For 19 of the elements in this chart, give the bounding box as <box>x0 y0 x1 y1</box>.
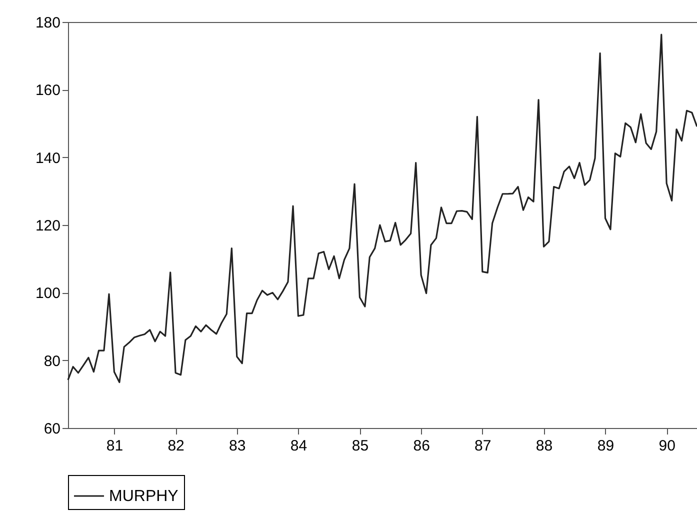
x-tick-label: 86 <box>413 438 430 454</box>
x-tick-label: 85 <box>352 438 369 454</box>
x-tick-label: 84 <box>290 438 308 454</box>
y-tick-label: 180 <box>35 14 60 32</box>
x-tick-label: 82 <box>168 438 184 454</box>
x-tick-label: 89 <box>597 438 614 454</box>
y-tick-label: 80 <box>44 352 60 370</box>
y-tick-label: 60 <box>44 420 60 438</box>
y-tick-label: 160 <box>35 82 60 100</box>
line-series <box>67 34 697 384</box>
x-tick-label: 87 <box>474 438 492 454</box>
x-tick-label: 88 <box>536 438 553 454</box>
legend-label: MURPHY <box>109 488 179 505</box>
y-tick-label: 120 <box>35 218 60 234</box>
y-tick-label: 100 <box>35 285 60 302</box>
x-tick-label: 81 <box>106 438 124 454</box>
x-tick-label: 90 <box>658 438 676 454</box>
x-tick-label: 83 <box>229 438 246 454</box>
y-tick-label: 140 <box>35 150 60 167</box>
